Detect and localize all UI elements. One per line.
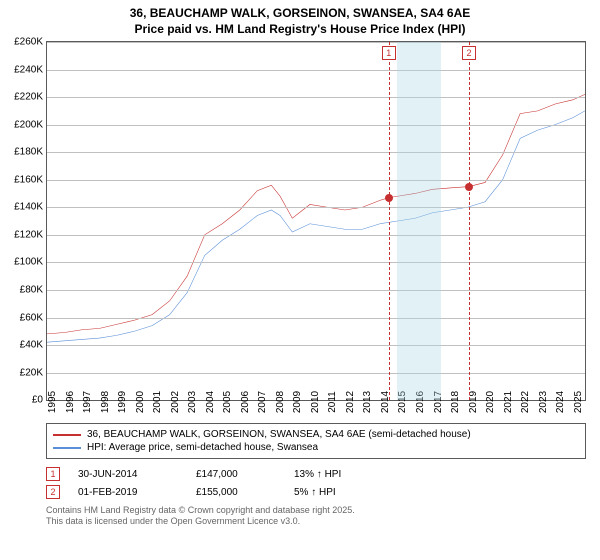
sale-price: £155,000 [196,487,276,498]
x-axis-label: 2007 [257,391,268,413]
highlight-band [397,42,441,400]
y-axis-label: £260K [14,37,43,48]
x-axis-label: 2025 [573,391,584,413]
gridline [47,290,585,291]
x-axis-label: 2013 [362,391,373,413]
sale-row: 2 01-FEB-2019 £155,000 5% ↑ HPI [46,483,586,501]
y-axis-label: £60K [20,312,43,323]
x-axis-label: 1997 [82,391,93,413]
gridline [47,97,585,98]
footer-line-2: This data is licensed under the Open Gov… [46,516,590,527]
sale-row: 1 30-JUN-2014 £147,000 13% ↑ HPI [46,465,586,483]
x-axis-label: 2001 [152,391,163,413]
line-layer [47,42,585,400]
marker-box: 2 [462,46,476,60]
gridline [47,42,585,43]
y-axis-label: £140K [14,202,43,213]
x-axis-label: 2020 [485,391,496,413]
gridline [47,235,585,236]
gridline [47,262,585,263]
y-axis-label: £240K [14,64,43,75]
sale-price: £147,000 [196,469,276,480]
plot-area: £0£20K£40K£60K£80K£100K£120K£140K£160K£1… [46,41,586,401]
x-axis-label: 1998 [100,391,111,413]
sale-delta: 13% ↑ HPI [294,469,341,480]
legend-swatch [53,447,81,449]
marker-line [469,42,470,400]
title-line-2: Price paid vs. HM Land Registry's House … [10,22,590,38]
gridline [47,373,585,374]
gridline [47,70,585,71]
x-axis-label: 2003 [187,391,198,413]
x-axis-label: 1999 [117,391,128,413]
y-axis-label: £160K [14,174,43,185]
footer-line-1: Contains HM Land Registry data © Crown c… [46,505,590,516]
sale-marker: 2 [46,485,60,499]
x-axis-label: 2004 [205,391,216,413]
x-axis-label: 2009 [292,391,303,413]
y-axis-label: £180K [14,147,43,158]
legend-label: 36, BEAUCHAMP WALK, GORSEINON, SWANSEA, … [87,429,471,440]
series-price_paid [47,95,585,335]
legend-item: 36, BEAUCHAMP WALK, GORSEINON, SWANSEA, … [53,428,579,441]
x-axis-label: 2012 [345,391,356,413]
x-axis-label: 2002 [170,391,181,413]
chart-title: 36, BEAUCHAMP WALK, GORSEINON, SWANSEA, … [10,6,590,37]
x-axis-label: 2008 [275,391,286,413]
y-axis-label: £20K [20,367,43,378]
x-axis-label: 1996 [65,391,76,413]
series-hpi [47,111,585,342]
legend-swatch [53,434,81,436]
x-axis-label: 2021 [503,391,514,413]
x-axis-label: 2024 [555,391,566,413]
gridline [47,345,585,346]
chart-area: £0£20K£40K£60K£80K£100K£120K£140K£160K£1… [46,41,586,419]
y-axis-label: £40K [20,340,43,351]
footer: Contains HM Land Registry data © Crown c… [46,505,590,528]
marker-dot [385,194,393,202]
legend-item: HPI: Average price, semi-detached house,… [53,441,579,454]
marker-dot [465,183,473,191]
y-axis-label: £0 [32,395,43,406]
legend: 36, BEAUCHAMP WALK, GORSEINON, SWANSEA, … [46,423,586,459]
y-axis-label: £100K [14,257,43,268]
sale-date: 30-JUN-2014 [78,469,178,480]
marker-line [389,42,390,400]
marker-box: 1 [382,46,396,60]
y-axis-label: £200K [14,119,43,130]
gridline [47,207,585,208]
gridline [47,180,585,181]
y-axis-label: £220K [14,92,43,103]
y-axis-label: £80K [20,285,43,296]
x-axis-label: 1995 [47,391,58,413]
y-axis-label: £120K [14,229,43,240]
sales-table: 1 30-JUN-2014 £147,000 13% ↑ HPI 2 01-FE… [46,465,586,501]
gridline [47,318,585,319]
sale-delta: 5% ↑ HPI [294,487,336,498]
sale-marker: 1 [46,467,60,481]
title-line-1: 36, BEAUCHAMP WALK, GORSEINON, SWANSEA, … [10,6,590,22]
sale-date: 01-FEB-2019 [78,487,178,498]
gridline [47,152,585,153]
x-axis-label: 2010 [310,391,321,413]
legend-label: HPI: Average price, semi-detached house,… [87,442,318,453]
x-axis-label: 2000 [135,391,146,413]
x-axis-label: 2018 [450,391,461,413]
x-axis-label: 2011 [327,391,338,413]
x-axis-label: 2023 [538,391,549,413]
gridline [47,125,585,126]
x-axis-label: 2005 [222,391,233,413]
x-axis-label: 2006 [240,391,251,413]
x-axis-label: 2022 [520,391,531,413]
